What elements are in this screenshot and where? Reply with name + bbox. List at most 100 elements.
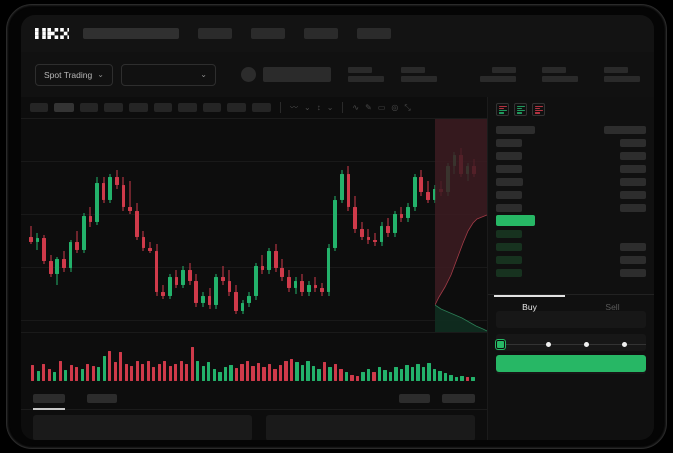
- volume-bar: [245, 361, 250, 381]
- volume-bar: [174, 363, 178, 381]
- timeframe-button-2[interactable]: [54, 103, 74, 112]
- candlestick: [439, 119, 443, 332]
- candlestick: [174, 119, 179, 332]
- volume-bar: [190, 347, 194, 381]
- amount-slider[interactable]: [496, 340, 646, 349]
- ticker-stat-2: [400, 67, 437, 82]
- candle-body: [128, 207, 132, 211]
- volume-bar: [256, 362, 261, 381]
- volume-bar: [196, 361, 200, 381]
- nav-item-2[interactable]: [251, 28, 285, 39]
- orderbook-ask-row[interactable]: [496, 136, 646, 149]
- candle-wick: [222, 266, 224, 285]
- ticker-symbol-placeholder[interactable]: [262, 67, 331, 82]
- bottom-action-1[interactable]: [399, 393, 430, 403]
- candlestick: [287, 119, 291, 332]
- volume-bar: [432, 369, 437, 381]
- candle-body: [399, 214, 404, 219]
- order-book[interactable]: [488, 121, 654, 279]
- volume-bar: [240, 363, 244, 381]
- slider-mark[interactable]: [622, 341, 627, 347]
- volume-bar: [58, 361, 62, 381]
- trendline-icon[interactable]: ∿: [352, 103, 360, 112]
- volume-bar: [218, 371, 222, 381]
- nav-item-3[interactable]: [304, 28, 338, 39]
- timeframe-button-8[interactable]: [203, 103, 221, 112]
- volume-bar: [130, 365, 134, 381]
- volume-bar: [262, 366, 266, 381]
- bottom-tab-2[interactable]: [87, 393, 117, 403]
- indicators-icon[interactable]: 〰: [290, 103, 298, 112]
- orderbook-view-asks-icon[interactable]: [532, 103, 545, 116]
- timeframe-button-1[interactable]: [30, 103, 48, 112]
- volume-bar: [443, 373, 448, 381]
- candlestick: [346, 119, 351, 332]
- bottom-panel-left[interactable]: [33, 415, 252, 440]
- timeframe-button-4[interactable]: [104, 103, 123, 112]
- candle-body: [273, 251, 278, 269]
- candle-type-icon[interactable]: ↕: [316, 103, 321, 112]
- candlestick: [353, 119, 357, 332]
- orderbook-bid-row[interactable]: [496, 266, 646, 279]
- orderbook-price-cell: [496, 164, 522, 173]
- nav-search-placeholder[interactable]: [83, 28, 179, 39]
- orderbook-ask-row[interactable]: [496, 175, 646, 188]
- orderbook-price-cell: [496, 125, 535, 134]
- orderbook-ask-row[interactable]: [496, 201, 646, 214]
- slider-mark[interactable]: [583, 341, 589, 347]
- compare-icon[interactable]: ⌄: [304, 103, 311, 112]
- candlestick: [42, 119, 46, 332]
- candle-body: [366, 236, 371, 241]
- orderbook-view-both-icon[interactable]: [496, 103, 509, 116]
- orderbook-bid-row[interactable]: [496, 253, 646, 266]
- timeframe-button-5[interactable]: [129, 103, 148, 112]
- candlestick: [373, 119, 377, 332]
- timeframe-button-6[interactable]: [154, 103, 172, 112]
- pencil-icon[interactable]: ✎: [365, 103, 372, 112]
- order-type-field[interactable]: [496, 311, 646, 328]
- volume-bar: [113, 362, 117, 381]
- fullscreen-icon[interactable]: ⤡: [404, 102, 411, 112]
- candle-body: [267, 251, 271, 270]
- candlestick: [432, 119, 437, 332]
- bottom-action-2[interactable]: [442, 393, 475, 403]
- okx-logo[interactable]: [35, 28, 69, 39]
- timeframe-button-10[interactable]: [252, 103, 271, 112]
- price-field[interactable]: [496, 334, 646, 351]
- trading-mode-selector[interactable]: Spot Trading ⌄: [35, 63, 113, 86]
- place-buy-order-button[interactable]: [496, 355, 646, 372]
- price-chart[interactable]: [21, 119, 487, 332]
- chevron-down-icon[interactable]: ⌄: [326, 103, 334, 112]
- last-price-row[interactable]: [496, 214, 646, 227]
- camera-icon[interactable]: ▭: [377, 103, 386, 112]
- candle-body: [254, 266, 258, 296]
- candle-body: [214, 277, 218, 306]
- orderbook-header-row[interactable]: [496, 123, 646, 136]
- orderbook-ask-row[interactable]: [496, 149, 646, 162]
- bottom-tab-1[interactable]: [33, 393, 65, 410]
- timeframe-button-9[interactable]: [227, 103, 246, 112]
- orderbook-ask-row[interactable]: [496, 162, 646, 175]
- orderbook-ask-row[interactable]: [496, 188, 646, 201]
- timeframe-button-7[interactable]: [178, 103, 197, 112]
- candle-body: [181, 269, 185, 285]
- volume-bar: [410, 366, 415, 381]
- tab-buy[interactable]: Buy: [488, 295, 571, 319]
- slider-mark[interactable]: [545, 341, 551, 347]
- settings-icon[interactable]: ◎: [391, 103, 399, 112]
- orderbook-bid-row[interactable]: [496, 227, 646, 240]
- volume-bar: [108, 351, 112, 381]
- timeframe-button-3[interactable]: [80, 103, 98, 112]
- orderbook-view-bids-icon[interactable]: [514, 103, 527, 116]
- volume-bar: [157, 364, 161, 381]
- volume-bar: [366, 369, 371, 381]
- orderbook-bid-row[interactable]: [496, 240, 646, 253]
- nav-item-1[interactable]: [198, 28, 232, 39]
- bottom-panel-right[interactable]: [265, 415, 475, 440]
- volume-bar: [471, 377, 475, 381]
- candlestick: [29, 119, 33, 332]
- slider-handle[interactable]: [496, 340, 505, 349]
- tab-sell[interactable]: Sell: [571, 295, 654, 319]
- nav-item-4[interactable]: [357, 28, 391, 39]
- pair-selector[interactable]: ⌄: [120, 63, 216, 86]
